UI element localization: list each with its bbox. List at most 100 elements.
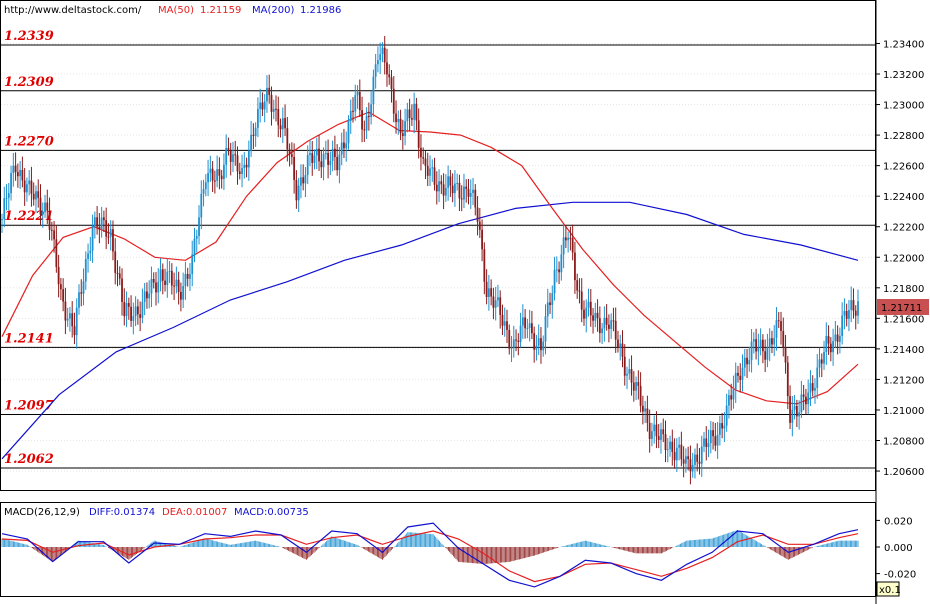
price-tick-label: 1.22200 (883, 223, 924, 234)
candle (345, 131, 348, 162)
price-tick-label: 1.21400 (883, 345, 924, 356)
candle (827, 325, 830, 355)
candle (463, 173, 465, 208)
candle (189, 263, 191, 291)
level-label: 1.2062 (4, 452, 54, 467)
candle (207, 159, 209, 196)
candle (261, 92, 264, 117)
candle (743, 349, 746, 377)
candle (639, 372, 642, 413)
candle (372, 69, 375, 117)
candle (728, 389, 730, 419)
candle (302, 164, 305, 191)
candle (130, 295, 132, 327)
price-tick-label: 1.21800 (883, 284, 924, 295)
candle (35, 185, 37, 213)
candle (112, 220, 114, 261)
candle (41, 202, 44, 228)
candle (535, 334, 538, 361)
candle (413, 92, 416, 134)
candle (182, 272, 185, 308)
candle (782, 317, 785, 357)
candle (521, 304, 524, 339)
candle (57, 254, 60, 298)
macd-dea-label: DEA:0.01007 (162, 507, 227, 518)
candle (275, 95, 277, 122)
candle (540, 327, 542, 364)
candle (687, 446, 690, 471)
zoom-label: x0.1 (879, 585, 901, 596)
zoom-box[interactable] (876, 581, 900, 597)
candle (454, 170, 456, 207)
candle (7, 182, 10, 211)
candle (155, 271, 157, 306)
candle (499, 290, 502, 329)
candle (730, 383, 733, 411)
candle (818, 347, 821, 378)
candle (569, 226, 572, 251)
candle (623, 344, 626, 386)
candle (232, 141, 234, 172)
candle (252, 123, 255, 149)
candle (293, 143, 296, 194)
candle (490, 279, 493, 306)
candle (96, 206, 99, 235)
candle (279, 118, 282, 138)
candle (653, 415, 656, 444)
candle (562, 223, 565, 269)
candle (494, 286, 497, 321)
candle (388, 64, 391, 85)
candle (256, 97, 259, 138)
candle (157, 268, 160, 304)
candle (619, 334, 622, 361)
candle (318, 135, 320, 171)
candle (98, 213, 101, 244)
candle (648, 409, 651, 453)
candle (716, 421, 719, 459)
candle (397, 110, 400, 135)
candle (143, 282, 146, 316)
candle (356, 85, 359, 109)
candle (841, 302, 844, 345)
price-tick-label: 1.20800 (883, 437, 924, 448)
candle (309, 139, 311, 167)
candle (69, 306, 71, 332)
macd-tick-label: -0.020 (884, 570, 916, 581)
candle (531, 310, 533, 340)
price-tick-label: 1.20600 (883, 467, 924, 478)
candle (159, 258, 162, 292)
candle (75, 298, 78, 349)
candle (524, 309, 527, 339)
macd-value-label: MACD:0.00735 (234, 507, 309, 518)
candle (741, 354, 744, 392)
candle (100, 206, 103, 238)
candle (324, 140, 327, 160)
candle (340, 132, 343, 166)
candle (263, 94, 266, 123)
candle (204, 174, 207, 197)
candle (519, 312, 522, 348)
candle (517, 333, 520, 356)
macd-tick-label: 0.000 (884, 543, 913, 554)
candle (761, 334, 764, 364)
candle (315, 137, 318, 170)
candle (21, 156, 24, 188)
current-price-box (877, 299, 929, 315)
candle (114, 238, 117, 285)
candle (295, 170, 298, 209)
candle (238, 162, 241, 180)
candle (497, 284, 499, 307)
candle (438, 169, 440, 203)
candle (549, 292, 551, 314)
candle (161, 263, 164, 295)
candle (39, 184, 42, 226)
candle (632, 371, 635, 402)
candle (712, 421, 714, 450)
candle (682, 446, 685, 478)
candle (601, 322, 604, 345)
candle (93, 211, 96, 239)
candle (691, 452, 694, 478)
candle (223, 153, 225, 191)
candle (528, 309, 531, 342)
